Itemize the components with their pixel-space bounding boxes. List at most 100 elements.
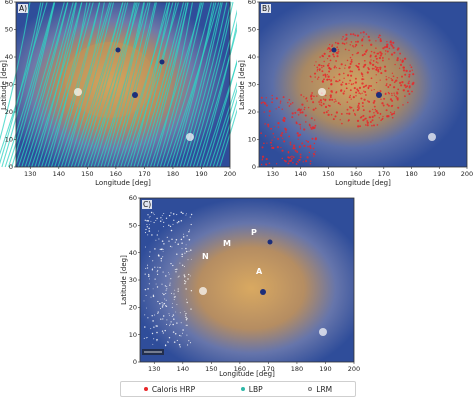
lrm-point xyxy=(171,246,173,248)
x-tick-label: 180 xyxy=(167,170,179,178)
hrp-point xyxy=(292,147,295,150)
x-tick-label: 190 xyxy=(319,365,331,373)
hrp-point xyxy=(349,94,351,97)
hrp-point xyxy=(328,70,331,73)
hrp-point xyxy=(391,72,394,74)
lrm-point xyxy=(148,230,151,232)
y-tick-label: 50 xyxy=(5,26,13,34)
hrp-point xyxy=(365,84,368,87)
hrp-point xyxy=(392,75,395,78)
hrp-point xyxy=(303,96,305,98)
hrp-point xyxy=(302,161,304,163)
hrp-point xyxy=(270,128,273,130)
hrp-point xyxy=(325,95,327,97)
hrp-point xyxy=(338,73,341,76)
hrp-point xyxy=(412,81,415,85)
feature-label-p: P xyxy=(251,228,257,237)
hrp-point xyxy=(354,114,357,116)
hrp-point xyxy=(411,90,413,93)
map-area xyxy=(258,1,468,168)
hrp-point xyxy=(409,64,411,66)
hrp-point xyxy=(329,96,332,99)
x-tick-label: 200 xyxy=(461,170,473,178)
lbp-streak xyxy=(100,1,145,168)
lrm-point xyxy=(150,328,152,330)
hrp-point xyxy=(289,141,292,144)
hrp-point xyxy=(393,51,396,54)
x-tick-label: 150 xyxy=(322,170,334,178)
hrp-point xyxy=(397,106,400,109)
hrp-point xyxy=(372,101,375,104)
hrp-point xyxy=(297,161,300,163)
hrp-point xyxy=(355,91,358,94)
hrp-point xyxy=(398,67,401,69)
lrm-point xyxy=(171,238,173,241)
lrm-point xyxy=(182,212,184,215)
hrp-point xyxy=(344,39,346,41)
lrm-point xyxy=(146,223,148,226)
hrp-point xyxy=(328,78,331,81)
hrp-point xyxy=(273,136,276,138)
lbp-streak xyxy=(110,1,156,168)
hrp-point xyxy=(399,59,402,61)
hrp-point xyxy=(291,102,294,104)
hrp-point xyxy=(296,151,299,153)
hrp-point xyxy=(272,147,275,149)
lrm-point xyxy=(147,337,149,338)
hrp-point xyxy=(325,111,328,114)
hrp-point xyxy=(396,58,399,62)
hrp-point xyxy=(282,137,284,140)
hrp-point xyxy=(359,125,362,128)
hrp-point xyxy=(261,158,264,160)
hrp-point xyxy=(396,57,399,60)
hrp-point xyxy=(271,139,273,141)
hrp-point xyxy=(360,97,363,100)
hrp-point xyxy=(291,116,294,119)
hrp-point xyxy=(391,92,393,95)
lrm-point xyxy=(170,212,172,214)
hrp-point xyxy=(379,39,382,43)
hrp-point xyxy=(396,92,399,95)
hrp-point xyxy=(319,56,321,58)
hrp-point xyxy=(298,108,301,111)
hrp-point xyxy=(341,38,343,40)
lrm-point xyxy=(187,259,189,261)
hrp-point xyxy=(269,141,273,144)
hrp-point xyxy=(331,98,334,101)
lrm-point xyxy=(189,275,191,277)
hrp-point xyxy=(272,132,275,135)
hrp-point xyxy=(363,53,366,56)
x-tick-label: 190 xyxy=(433,170,445,178)
lrm-point xyxy=(188,250,190,252)
lbp-streak xyxy=(215,98,237,168)
hrp-point xyxy=(309,145,312,148)
lrm-point xyxy=(161,219,163,221)
y-tick-label: 60 xyxy=(5,0,13,6)
hrp-point xyxy=(318,63,321,67)
hrp-point xyxy=(356,119,360,123)
hrp-point xyxy=(313,142,316,145)
lrm-point xyxy=(176,222,178,224)
hrp-point xyxy=(322,98,325,100)
lrm-point xyxy=(152,320,154,322)
x-axis-label: Longitude [deg] xyxy=(335,179,391,187)
lrm-point xyxy=(152,343,154,345)
hrp-point xyxy=(299,153,302,156)
x-tick-label: 140 xyxy=(177,365,189,373)
hrp-point xyxy=(287,162,290,165)
hrp-point xyxy=(323,60,325,63)
lrm-point xyxy=(186,318,188,320)
crater-mark xyxy=(267,239,273,245)
lbp-streak xyxy=(133,1,177,168)
x-tick-label: 200 xyxy=(348,365,360,373)
lrm-point xyxy=(170,278,172,280)
hrp-point xyxy=(321,80,325,83)
hrp-point xyxy=(356,106,359,108)
lbp-streak xyxy=(11,1,56,168)
lrm-point xyxy=(162,292,164,294)
lbp-streak xyxy=(47,1,88,168)
hrp-point xyxy=(368,39,371,42)
hrp-point xyxy=(333,55,336,58)
lrm-point xyxy=(171,306,173,308)
lbp-streak xyxy=(1,1,44,168)
